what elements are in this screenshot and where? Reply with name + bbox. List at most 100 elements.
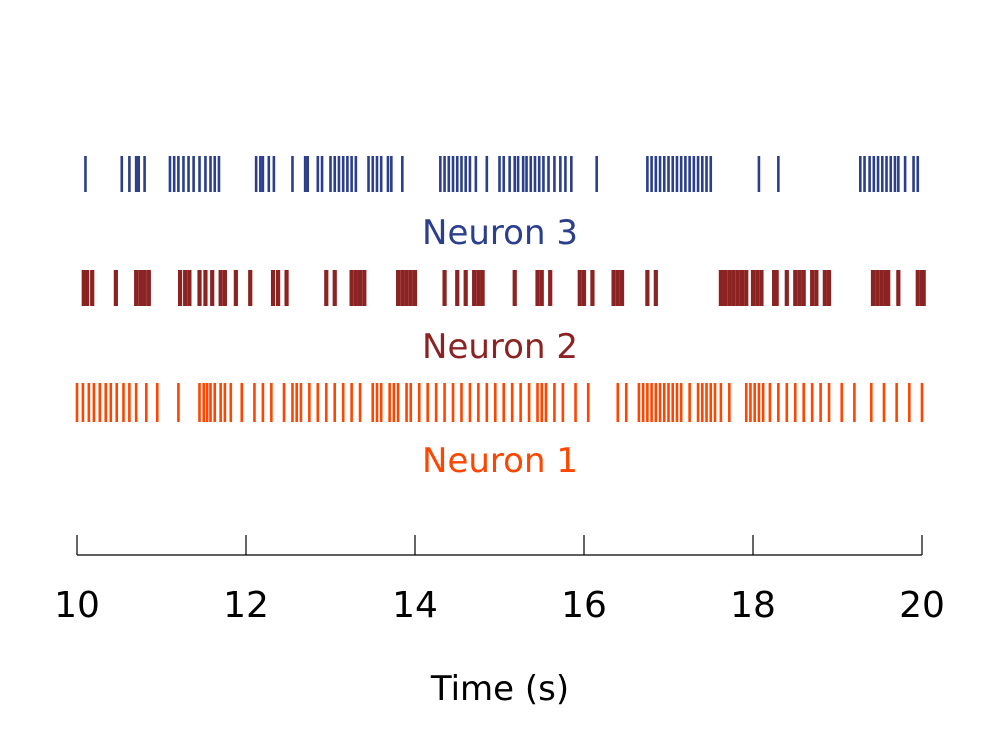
spike-mark (493, 383, 497, 422)
spike-mark (324, 270, 329, 306)
spike-mark (87, 383, 91, 422)
spike-mark (718, 270, 723, 306)
spike-mark (559, 156, 562, 192)
spike-mark (308, 383, 311, 422)
spike-mark (291, 156, 294, 192)
spike-mark (810, 270, 815, 306)
spike-mark (539, 270, 544, 306)
spike-mark (774, 270, 779, 306)
spike-mark (409, 383, 413, 422)
spike-mark (388, 383, 391, 422)
spike-mark (362, 270, 367, 306)
spike-mark (785, 383, 789, 422)
spike-mark (650, 156, 653, 192)
spike-mark (908, 383, 911, 422)
spike-mark (793, 270, 798, 306)
spike-mark (502, 383, 506, 422)
raster-rows: Neuron 3 Neuron 2 Neuron 1 (75, 156, 926, 481)
spike-mark (386, 156, 390, 192)
spike-mark (709, 383, 713, 422)
spike-mark (875, 270, 880, 306)
spike-mark (731, 270, 736, 306)
series-label: Neuron 1 (422, 441, 578, 481)
spike-mark (379, 383, 383, 422)
spike-mark (400, 270, 405, 306)
spike-mark (759, 270, 764, 306)
spike-mark (84, 156, 87, 192)
spike-mark (502, 156, 506, 192)
spike-mark (468, 383, 472, 422)
spike-mark (122, 383, 125, 422)
spike-mark (81, 270, 86, 306)
spike-mark (144, 383, 148, 422)
spike-mark (679, 156, 683, 192)
spike-mark (408, 270, 413, 306)
spike-mark (667, 383, 670, 422)
spike-mark (375, 383, 379, 422)
spike-mark (646, 156, 649, 192)
spike-mark (222, 270, 227, 306)
spike-mark (757, 383, 761, 422)
spike-mark (590, 270, 595, 306)
spike-mark (896, 270, 901, 306)
raster-row-1: Neuron 3 (84, 156, 920, 253)
spike-mark (392, 383, 396, 422)
spike-mark (460, 383, 463, 422)
spike-mark (349, 270, 354, 306)
spike-mark (735, 270, 740, 306)
spike-mark (198, 156, 201, 192)
spike-mark (476, 270, 481, 306)
spike-mark (675, 383, 679, 422)
spike-mark (346, 156, 349, 192)
spike-mark (217, 156, 221, 192)
spike-mark (920, 383, 924, 422)
spike-mark (793, 383, 797, 422)
spike-mark (667, 156, 670, 192)
spike-mark (885, 156, 888, 192)
spike-mark (480, 270, 485, 306)
spike-mark (777, 156, 780, 192)
spike-mark (658, 156, 662, 192)
spike-mark (535, 270, 540, 306)
spike-mark (443, 383, 446, 422)
spike-mark (357, 270, 363, 306)
spike-mark (455, 156, 459, 192)
spike-mark (619, 270, 625, 306)
spike-mark (810, 383, 814, 422)
spike-mark (270, 270, 276, 306)
spike-mark (291, 383, 294, 422)
spike-mark (182, 156, 185, 192)
spike-mark (401, 156, 404, 192)
spike-mark (219, 383, 222, 422)
spike-mark (443, 156, 446, 192)
spike-mark (213, 156, 217, 192)
spike-mark (658, 383, 662, 422)
spike-mark (276, 270, 281, 306)
spike-mark (889, 156, 893, 192)
spike-mark (485, 383, 489, 422)
spike-mark (474, 156, 478, 192)
spike-mark (498, 156, 501, 192)
spike-mark (548, 270, 553, 306)
spike-mark (197, 270, 202, 306)
spike-mark (104, 383, 108, 422)
spike-mark (723, 270, 728, 306)
spike-mark (540, 383, 544, 422)
spike-mark (295, 383, 298, 422)
spike-mark (879, 270, 884, 306)
spike-mark (417, 383, 421, 422)
spike-mark (883, 270, 888, 306)
x-tick-label: 12 (223, 585, 269, 626)
spike-mark (254, 156, 258, 192)
spike-mark (880, 156, 884, 192)
spike-mark (447, 156, 451, 192)
x-axis: 10 12 14 16 18 20 (54, 535, 945, 626)
spike-mark (333, 156, 337, 192)
spike-mark (404, 270, 409, 306)
spike-mark (654, 156, 658, 192)
spike-mark (611, 270, 616, 306)
spike-mark (616, 383, 620, 422)
spike-mark (744, 383, 748, 422)
raster-row-3: Neuron 1 (75, 383, 924, 481)
spike-mark (637, 383, 641, 422)
